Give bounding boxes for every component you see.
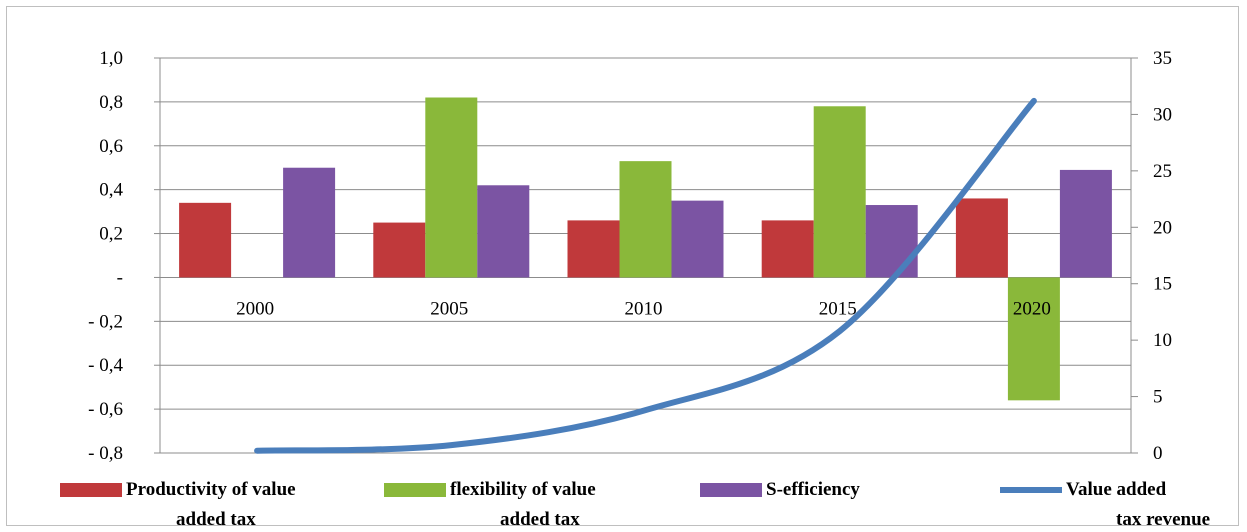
legend-label: Value added bbox=[1066, 479, 1167, 500]
left-tick-label: 0,8 bbox=[99, 92, 123, 113]
legend-label: S-efficiency bbox=[766, 479, 860, 500]
right-tick-label: 5 bbox=[1153, 387, 1163, 408]
left-tick-label: - 0,4 bbox=[88, 355, 123, 376]
bar bbox=[955, 198, 1008, 278]
bar bbox=[283, 167, 336, 278]
plot-border bbox=[159, 57, 1132, 454]
legend-label: added tax bbox=[500, 509, 580, 530]
category-label: 2010 bbox=[625, 298, 663, 319]
bar bbox=[477, 185, 530, 278]
left-tick-label: 0,2 bbox=[99, 224, 123, 245]
left-tick-label: - 0,2 bbox=[88, 311, 123, 332]
right-tick-label: 25 bbox=[1153, 161, 1172, 182]
legend-label: added tax bbox=[176, 509, 256, 530]
legend-label: Productivity of value bbox=[126, 479, 296, 500]
bar bbox=[373, 222, 426, 278]
bar bbox=[761, 220, 814, 278]
right-tick-label: 35 bbox=[1153, 48, 1172, 69]
legend-bar-swatch bbox=[384, 483, 446, 497]
bar bbox=[1059, 169, 1112, 278]
left-tick-label: 0,6 bbox=[99, 136, 123, 157]
right-tick-label: 10 bbox=[1153, 330, 1172, 351]
left-tick-label: - bbox=[117, 267, 123, 288]
category-label: 2020 bbox=[1013, 298, 1051, 319]
chart-frame bbox=[6, 6, 1239, 526]
bar bbox=[425, 97, 478, 278]
bar bbox=[567, 220, 620, 278]
legend-bar-swatch bbox=[700, 483, 762, 497]
right-tick-label: 30 bbox=[1153, 104, 1172, 125]
left-tick-label: 0,4 bbox=[99, 180, 123, 201]
bar bbox=[1007, 277, 1060, 401]
bar bbox=[813, 106, 866, 278]
category-label: 2005 bbox=[430, 298, 468, 319]
left-tick-label: - 0,6 bbox=[88, 399, 123, 420]
right-tick-label: 0 bbox=[1153, 443, 1163, 464]
series-line bbox=[254, 97, 1037, 454]
right-tick-label: 15 bbox=[1153, 274, 1172, 295]
bar bbox=[671, 200, 724, 278]
right-tick-label: 20 bbox=[1153, 217, 1172, 238]
category-label: 2000 bbox=[236, 298, 274, 319]
legend-label: flexibility of value bbox=[450, 479, 596, 500]
legend-label: tax revenue bbox=[1116, 509, 1210, 530]
bar bbox=[865, 205, 918, 278]
bar bbox=[619, 161, 672, 278]
left-tick-label: - 0,8 bbox=[88, 443, 123, 464]
legend-bar-swatch bbox=[60, 483, 122, 497]
left-tick-label: 1,0 bbox=[99, 48, 123, 69]
bar bbox=[179, 202, 232, 278]
category-label: 2015 bbox=[819, 298, 857, 319]
